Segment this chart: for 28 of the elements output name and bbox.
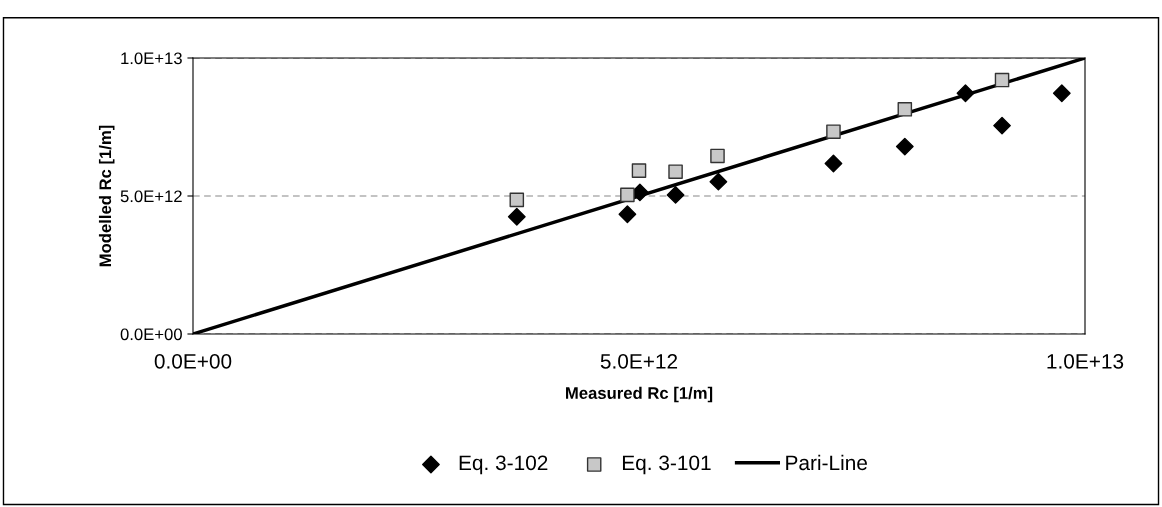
point xyxy=(620,187,635,203)
point xyxy=(824,154,843,173)
x-tick-label: 1.0E+13 xyxy=(1047,353,1124,369)
point xyxy=(710,148,725,164)
x-tick-label: 5.0E+12 xyxy=(600,353,678,369)
y-tick-label: 0.0E+00 xyxy=(120,328,182,341)
legend-label: Pari-Line xyxy=(786,454,867,471)
point xyxy=(507,207,526,226)
y-axis-title: Modelled Rc [1/m] xyxy=(98,125,115,267)
y-tick-label: 5.0E+12 xyxy=(120,190,182,203)
point xyxy=(509,192,525,208)
point xyxy=(668,164,683,179)
point xyxy=(618,205,637,224)
point xyxy=(666,185,685,204)
point xyxy=(897,102,913,117)
point xyxy=(895,137,914,156)
x-axis-title: Measured Rc [1/m] xyxy=(566,386,713,403)
point xyxy=(956,84,975,103)
point xyxy=(1052,84,1071,103)
point xyxy=(826,124,841,139)
legend-label: Eq. 3-102 xyxy=(459,455,548,475)
x-tick-label: 0.0E+00 xyxy=(154,353,232,369)
point xyxy=(994,72,1010,88)
point xyxy=(631,163,647,178)
point xyxy=(993,116,1011,135)
point xyxy=(709,172,728,191)
y-tick-label: 1.0E+13 xyxy=(121,52,182,65)
legend-label: Eq. 3-101 xyxy=(622,455,711,475)
